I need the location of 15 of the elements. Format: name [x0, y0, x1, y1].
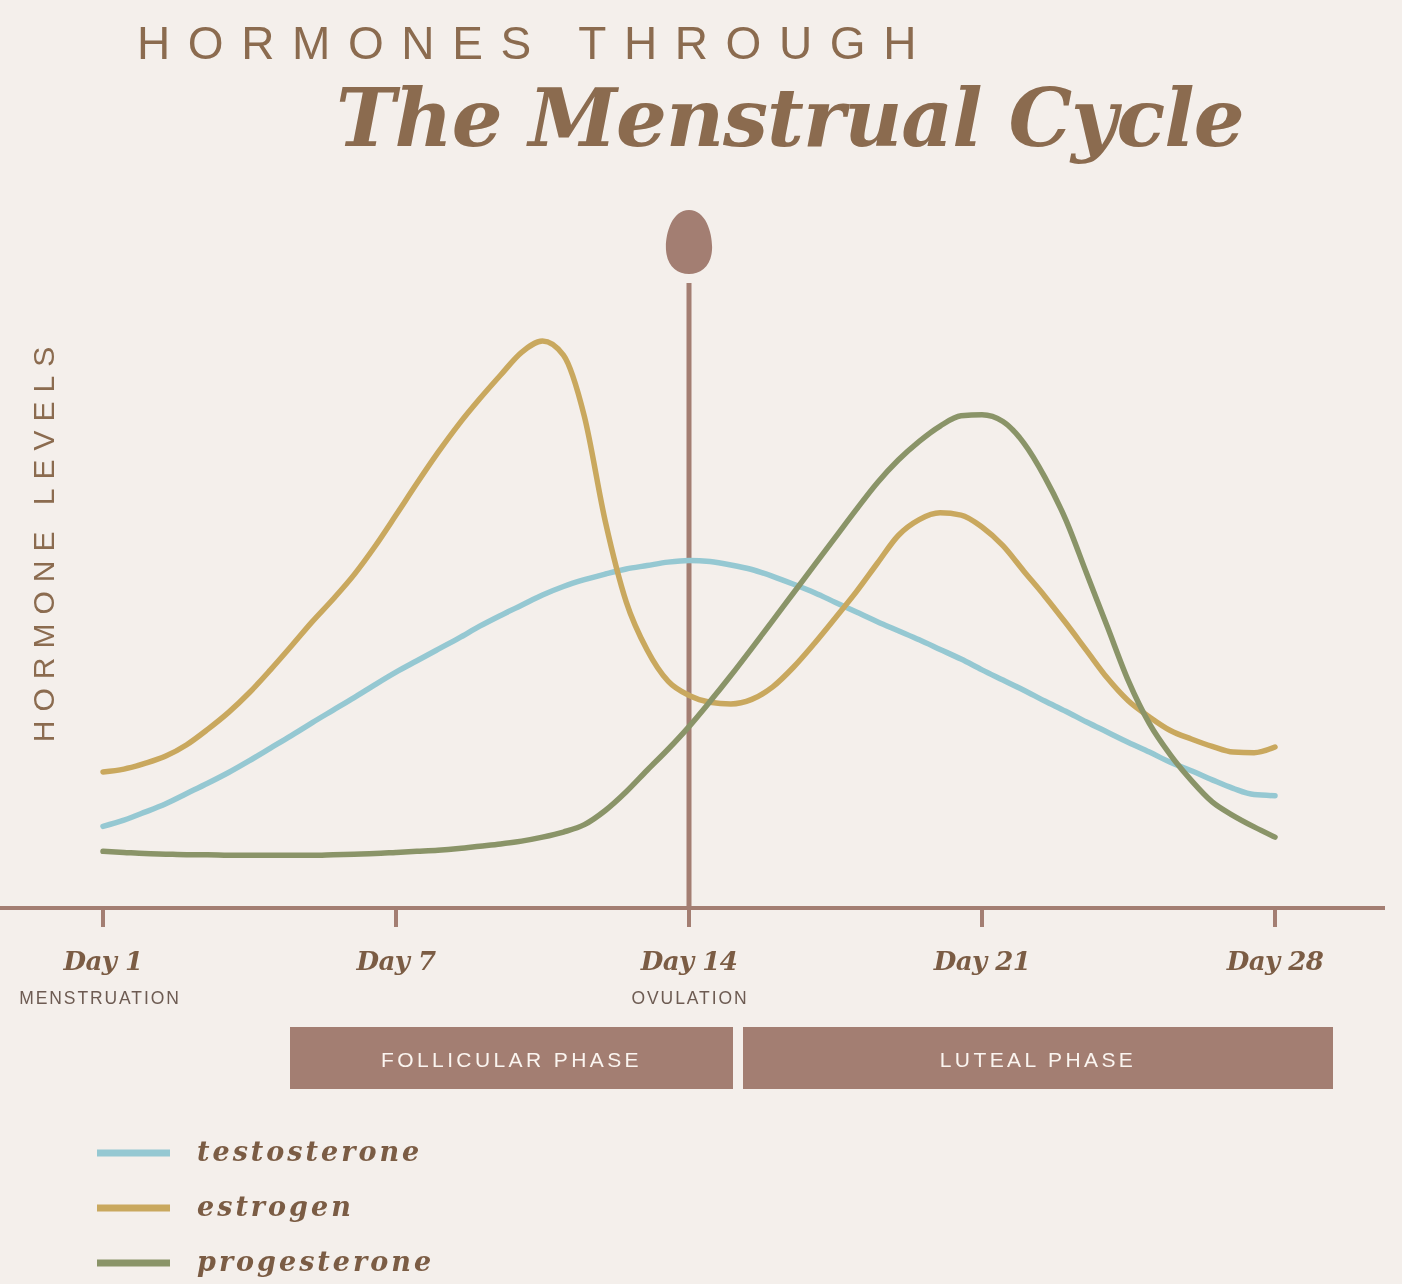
x-tick-label: Day 21 — [932, 946, 1031, 976]
x-tick-label: Day 14 — [639, 946, 738, 976]
text: LUTEAL PHASE — [939, 1048, 1137, 1071]
x-tick-label: Day 7 — [355, 946, 436, 976]
y-axis-title: HORMONE LEVELS — [27, 337, 60, 743]
x-tick-label: Day 1 — [62, 946, 143, 976]
text: OVULATION — [631, 988, 749, 1008]
text: FOLLICULAR PHASE — [381, 1048, 642, 1071]
x-tick-label: Day 28 — [1225, 946, 1324, 976]
legend-label: progesterone — [197, 1246, 435, 1277]
chart-title: HORMONES THROUGH — [137, 17, 934, 69]
text: MENSTRUATION — [19, 988, 181, 1008]
chart-subtitle: The Menstrual Cycle — [336, 71, 1244, 165]
legend-label: estrogen — [197, 1191, 354, 1222]
legend-label: testosterone — [197, 1136, 423, 1167]
